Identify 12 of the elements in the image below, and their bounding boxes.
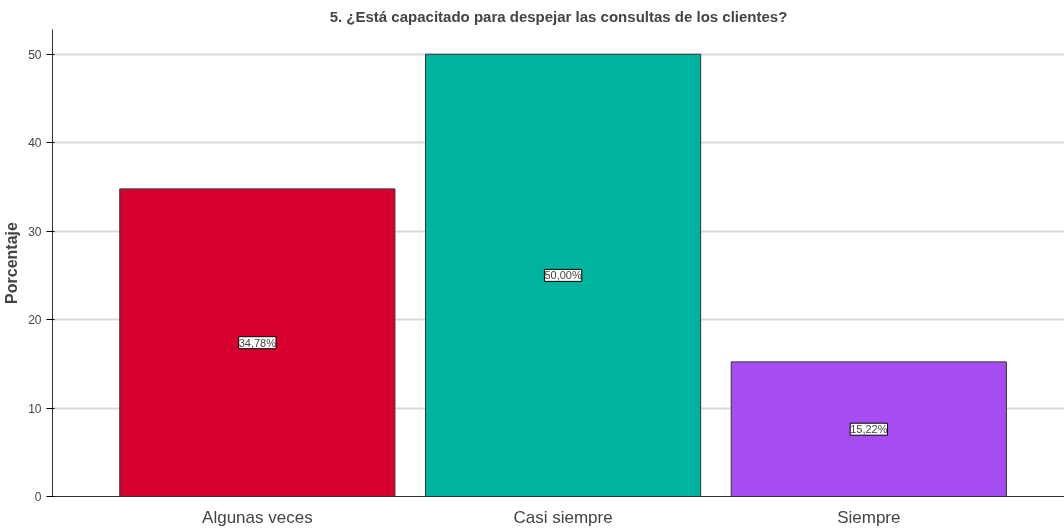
- x-tick-label: Siempre: [837, 507, 901, 527]
- y-axis-title: Porcentaje: [3, 221, 21, 304]
- x-tick-label: Casi siempre: [513, 507, 613, 527]
- chart-title: 5. ¿Está capacitado para despejar las consultas de los clientes?: [329, 7, 788, 25]
- y-tick-label: 20: [28, 313, 42, 328]
- y-tick-label: 50: [28, 47, 42, 62]
- y-tick-label: 40: [28, 136, 42, 151]
- y-tick-label: 10: [28, 401, 42, 416]
- y-tick-label: 30: [28, 224, 42, 239]
- y-tick-label: 0: [34, 490, 42, 504]
- data-label: 15,22%: [850, 423, 888, 436]
- x-tick-label: Algunas veces: [202, 507, 313, 527]
